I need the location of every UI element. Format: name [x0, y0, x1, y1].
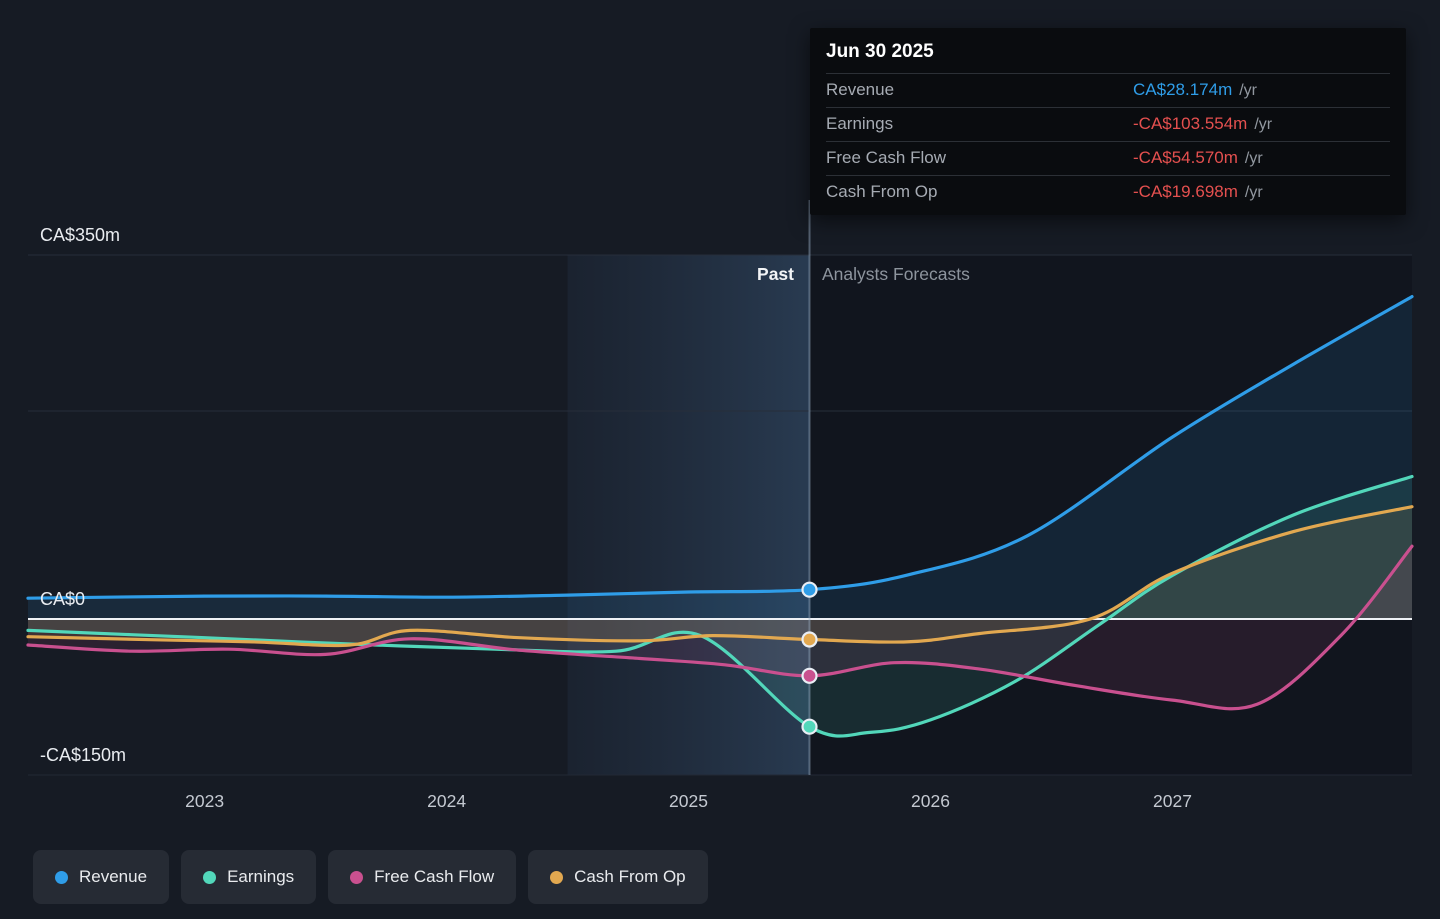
x-tick-label: 2026	[911, 791, 950, 811]
legend-item-free-cash-flow[interactable]: Free Cash Flow	[328, 850, 517, 904]
earnings-dot-icon	[203, 870, 217, 884]
tooltip-row-cash-from-op: Cash From Op -CA$19.698m /yr	[826, 175, 1390, 209]
legend: Revenue Earnings Free Cash Flow Cash Fro…	[33, 850, 708, 904]
forecast-region	[809, 255, 1412, 775]
chart-tooltip: Jun 30 2025 Revenue CA$28.174m /yr Earni…	[810, 28, 1406, 215]
series-area-revenue	[28, 296, 1412, 619]
tooltip-row-earnings: Earnings -CA$103.554m /yr	[826, 107, 1390, 141]
legend-item-cash-from-op[interactable]: Cash From Op	[528, 850, 708, 904]
legend-item-label: Earnings	[227, 867, 295, 886]
tooltip-value: -CA$54.570m	[1133, 148, 1238, 167]
legend-item-earnings[interactable]: Earnings	[181, 850, 317, 904]
marker-cash-from-op[interactable]	[801, 631, 818, 648]
tooltip-suffix: /yr	[1239, 82, 1258, 99]
legend-item-label: Revenue	[79, 867, 148, 886]
chart-canvas[interactable]: 2023 2024 2025 2026 2027 CA$350m CA$0 -CA$150m	[0, 0, 1440, 830]
tooltip-label: Earnings	[826, 114, 894, 133]
series-area-free-cash-flow	[28, 546, 1412, 709]
marker-free-cash-flow[interactable]	[801, 667, 818, 684]
tooltip-suffix: /yr	[1254, 116, 1273, 133]
tooltip-suffix: /yr	[1244, 150, 1263, 167]
y-axis-label: CA$0	[40, 589, 85, 609]
x-tick-label: 2023	[185, 791, 224, 811]
y-axis-label: -CA$150m	[40, 745, 126, 765]
free-cash-flow-dot-icon	[350, 870, 364, 884]
highlight-band	[567, 255, 810, 775]
past-label: Past	[757, 264, 794, 284]
series-line-revenue[interactable]	[26, 295, 1414, 600]
legend-item-label: Cash From Op	[574, 867, 686, 886]
tooltip-label: Free Cash Flow	[826, 148, 946, 167]
tooltip-row-free-cash-flow: Free Cash Flow -CA$54.570m /yr	[826, 141, 1390, 175]
x-tick-label: 2024	[427, 791, 466, 811]
tooltip-value: -CA$103.554m	[1133, 114, 1248, 133]
x-tick-label: 2025	[669, 791, 708, 811]
y-axis-label: CA$350m	[40, 225, 120, 245]
legend-item-label: Free Cash Flow	[374, 867, 495, 886]
series-area-cash-from-op	[28, 506, 1412, 646]
tooltip-value: -CA$19.698m	[1133, 182, 1238, 201]
tooltip-label: Revenue	[826, 80, 895, 99]
series-area-earnings	[28, 476, 1412, 737]
revenue-dot-icon	[55, 870, 68, 884]
legend-item-revenue[interactable]: Revenue	[33, 850, 170, 904]
series-line-free-cash-flow[interactable]	[26, 544, 1414, 711]
tooltip-label: Cash From Op	[826, 182, 938, 201]
analysts-forecasts-label: Analysts Forecasts	[822, 264, 970, 284]
tooltip-date: Jun 30 2025	[826, 41, 934, 62]
tooltip-row-revenue: Revenue CA$28.174m /yr	[826, 73, 1390, 107]
marker-revenue[interactable]	[801, 581, 818, 598]
tooltip-suffix: /yr	[1244, 184, 1263, 201]
cash-from-op-dot-icon	[550, 870, 564, 884]
marker-earnings[interactable]	[801, 718, 818, 735]
series-line-cash-from-op[interactable]	[26, 505, 1414, 648]
tooltip-value: CA$28.174m	[1133, 80, 1233, 99]
x-tick-label: 2027	[1153, 791, 1192, 811]
